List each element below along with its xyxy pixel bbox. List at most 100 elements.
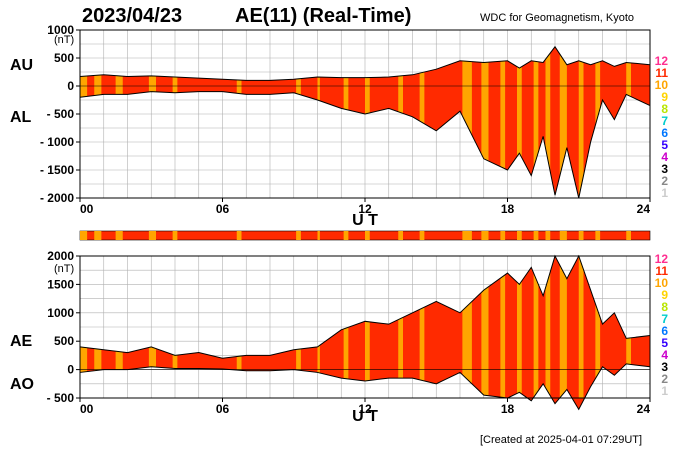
level-label-2: 2	[661, 372, 668, 386]
activity-strip-segment	[481, 231, 489, 240]
x-tick-label: 18	[501, 202, 515, 216]
x-axis-label-top: U T	[352, 212, 378, 229]
activity-strip-segment	[559, 231, 567, 240]
y-tick-label: - 2000	[40, 191, 74, 205]
activity-stripe	[533, 46, 539, 198]
al-label: AL	[10, 109, 32, 126]
level-label-12: 12	[655, 252, 669, 266]
activity-stripe	[517, 46, 522, 198]
x-axis-label-bottom: U T	[352, 408, 378, 425]
y-tick-label: 1000	[47, 306, 74, 320]
activity-stripe	[533, 256, 539, 398]
level-label-5: 5	[661, 138, 668, 152]
y-tick-label: - 500	[47, 391, 75, 405]
activity-strip-segment	[578, 231, 584, 240]
source-label: WDC for Geomagnetism, Kyoto	[480, 12, 634, 24]
x-tick-label: 12	[358, 402, 372, 416]
series-line-al	[79, 91, 651, 199]
activity-stripe	[578, 46, 584, 198]
activity-stripe	[398, 256, 403, 398]
level-label-7: 7	[661, 114, 668, 128]
x-tick-label: 12	[358, 202, 372, 216]
activity-strip-segment	[545, 231, 551, 240]
ao-label: AO	[10, 376, 34, 393]
level-label-10: 10	[655, 78, 669, 92]
y-tick-label: 1000	[47, 23, 74, 37]
activity-strip-segment	[94, 231, 102, 240]
created-timestamp: [Created at 2025-04-01 07:29UT]	[480, 434, 642, 446]
y-tick-label: 1500	[47, 277, 74, 291]
level-label-1: 1	[661, 384, 668, 398]
y-tick-label: - 1000	[40, 135, 74, 149]
activity-stripe	[500, 256, 506, 398]
series-line-au	[79, 45, 651, 81]
level-label-3: 3	[661, 162, 668, 176]
activity-strip-segment	[296, 231, 301, 240]
x-tick-label: 00	[80, 402, 94, 416]
level-label-8: 8	[661, 102, 668, 116]
level-label-9: 9	[661, 288, 668, 302]
activity-stripe	[462, 256, 472, 398]
activity-strip-segment	[419, 231, 425, 240]
activity-strip-segment	[236, 231, 242, 240]
activity-strip-segment	[533, 231, 539, 240]
activity-strip-segment	[343, 231, 349, 240]
activity-strip-segment	[80, 231, 88, 240]
activity-strip-segment	[626, 231, 631, 240]
area-fill-au-al	[80, 46, 650, 198]
unit-label-bottom: (nT)	[54, 263, 74, 275]
chart-title: AE(11) (Real-Time)	[235, 5, 411, 27]
level-label-6: 6	[661, 324, 668, 338]
level-label-7: 7	[661, 312, 668, 326]
x-tick-label: 18	[501, 402, 515, 416]
level-label-11: 11	[655, 264, 668, 278]
x-tick-label: 00	[80, 202, 94, 216]
activity-stripe	[578, 256, 584, 398]
series-line-ae	[79, 254, 651, 359]
activity-stripe	[365, 256, 370, 398]
series-line-ao	[79, 363, 651, 411]
level-label-2: 2	[661, 174, 668, 188]
activity-stripe	[500, 46, 506, 198]
level-label-1: 1	[661, 186, 668, 200]
activity-stripe	[481, 256, 489, 398]
date-label: 2023/04/23	[82, 5, 182, 27]
y-tick-label: 0	[67, 79, 74, 93]
au-al-panel: 1000 500 0 - 500 - 1000 - 1500 - 2000 00 06 12 18 2…	[40, 23, 651, 216]
au-label: AU	[10, 57, 33, 74]
y-tick-label: 0	[67, 363, 74, 377]
activity-stripe	[559, 46, 567, 198]
level-label-9: 9	[661, 90, 668, 104]
level-label-3: 3	[661, 360, 668, 374]
unit-label-top: (nT)	[54, 34, 74, 46]
activity-strip-segment	[500, 231, 506, 240]
activity-strip-segment	[595, 231, 601, 240]
activity-stripe	[481, 46, 489, 198]
ae-label: AE	[10, 333, 33, 350]
activity-stripe	[419, 46, 425, 198]
activity-strip-segment	[148, 231, 156, 240]
level-label-11: 11	[655, 66, 668, 80]
activity-strip-segment	[517, 231, 522, 240]
level-label-8: 8	[661, 300, 668, 314]
level-label-4: 4	[661, 150, 668, 164]
activity-stripe	[595, 256, 601, 398]
activity-strip-segment	[462, 231, 472, 240]
activity-strip-segment	[317, 231, 320, 240]
ae-ao-panel: 2000 1500 1000 500 0 - 500 00 06 12 18 24	[47, 249, 651, 416]
x-tick-label: 24	[637, 402, 651, 416]
level-label-4: 4	[661, 348, 668, 362]
level-label-5: 5	[661, 336, 668, 350]
activity-strip-segment	[172, 231, 178, 240]
y-tick-label: 500	[54, 334, 74, 348]
x-tick-label: 06	[216, 402, 230, 416]
activity-stripe	[517, 256, 522, 398]
activity-strip-segment	[365, 231, 370, 240]
activity-stripe	[419, 256, 425, 398]
activity-stripe	[545, 256, 551, 398]
level-label-6: 6	[661, 126, 668, 140]
y-tick-label: - 1500	[40, 163, 74, 177]
